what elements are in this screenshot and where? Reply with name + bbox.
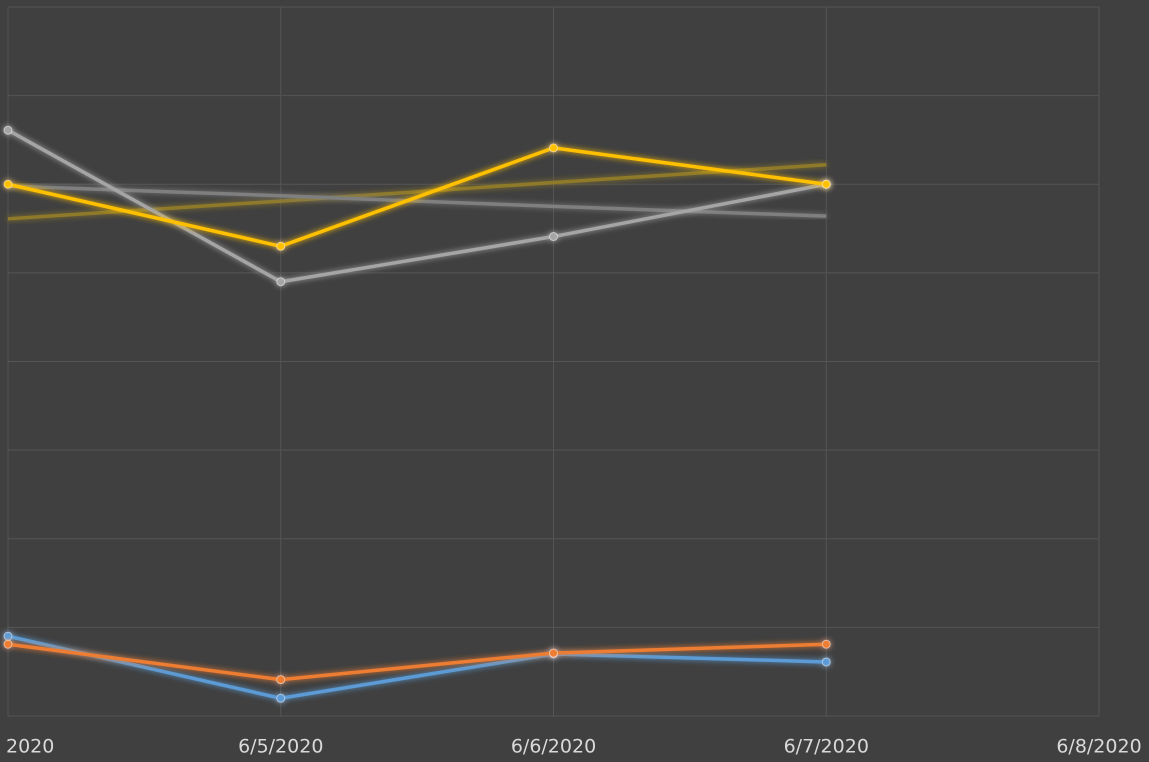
point (3, 125, 13, 135)
point (549, 143, 558, 153)
point (3, 179, 13, 189)
point (276, 675, 286, 685)
x-tick-label: 6/7/2020 (784, 736, 869, 758)
point (821, 179, 831, 189)
x-tick-label: 2020 (6, 736, 54, 758)
point (821, 639, 831, 649)
series (3, 143, 831, 251)
line (7, 146, 827, 249)
line (7, 128, 827, 284)
x-tick-label: 6/8/2020 (1056, 736, 1141, 758)
line (7, 163, 827, 221)
point (821, 657, 831, 667)
x-tick-label: 6/5/2020 (238, 736, 323, 758)
series (7, 163, 827, 221)
point (549, 648, 558, 658)
point (3, 639, 13, 649)
point (549, 232, 558, 242)
point (3, 631, 13, 641)
point (276, 277, 286, 287)
line (7, 642, 827, 682)
line (7, 634, 827, 701)
series (3, 639, 831, 685)
point (276, 241, 286, 251)
point (276, 693, 286, 703)
x-tick-label: 6/6/2020 (511, 736, 596, 758)
